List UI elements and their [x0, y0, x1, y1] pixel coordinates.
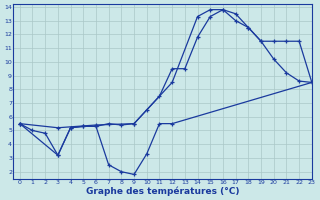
- X-axis label: Graphe des températures (°C): Graphe des températures (°C): [86, 186, 239, 196]
